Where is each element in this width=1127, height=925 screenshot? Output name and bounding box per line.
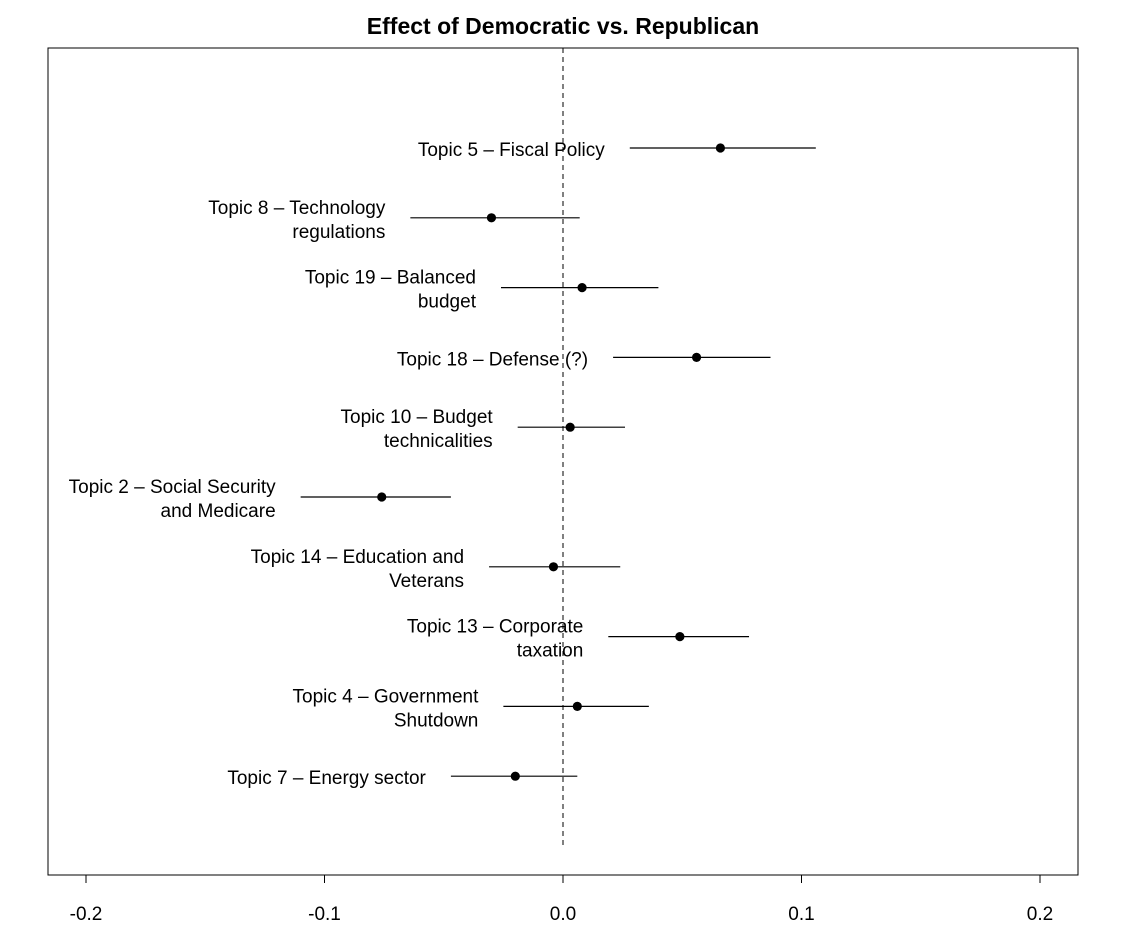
topic-label: Topic 7 – Energy sector (227, 768, 426, 789)
topic-label: Topic 5 – Fiscal Policy (418, 140, 605, 161)
point-estimate (510, 771, 520, 781)
point-estimate (486, 213, 497, 223)
point-estimate (675, 632, 685, 642)
chart-title: Effect of Democratic vs. Republican (367, 13, 759, 39)
x-tick-label: 0.2 (1027, 904, 1053, 925)
topic-label: Topic 18 – Defense (?) (397, 349, 588, 370)
x-tick-label: -0.1 (308, 904, 341, 925)
topic-label: and Medicare (161, 501, 276, 522)
x-axis: -0.2 -0.1 0.0 0.1 0.2 (70, 874, 1053, 925)
topic-label: Topic 13 – Corporate (407, 617, 583, 638)
point-estimate (577, 283, 587, 293)
x-tick-label: 0.0 (550, 904, 576, 925)
topic-label: taxation (517, 641, 584, 662)
data-marks: Topic 5 – Fiscal Policy Topic 8 – Technol… (69, 140, 816, 789)
topic-label: Veterans (389, 571, 464, 592)
point-estimate (377, 492, 387, 502)
topic-label: Shutdown (394, 710, 479, 731)
point-estimate (565, 422, 575, 432)
topic-label: Topic 4 – Government (293, 686, 480, 707)
x-tick-label: -0.2 (70, 904, 103, 925)
topic-label: Topic 2 – Social Security (69, 477, 276, 498)
topic-label: Topic 8 – Technology (208, 198, 386, 219)
topic-label: Topic 19 – Balanced (305, 268, 476, 289)
topic-label: regulations (292, 222, 385, 243)
topic-label: budget (418, 292, 477, 313)
topic-label: Topic 10 – Budget (341, 407, 494, 428)
topic-label: technicalities (384, 431, 493, 452)
point-estimate (691, 352, 702, 362)
point-estimate (548, 562, 559, 572)
point-estimate (715, 143, 726, 153)
topic-label: Topic 14 – Education and (251, 547, 464, 568)
x-tick-label: 0.1 (788, 904, 814, 925)
point-estimate (572, 701, 582, 712)
